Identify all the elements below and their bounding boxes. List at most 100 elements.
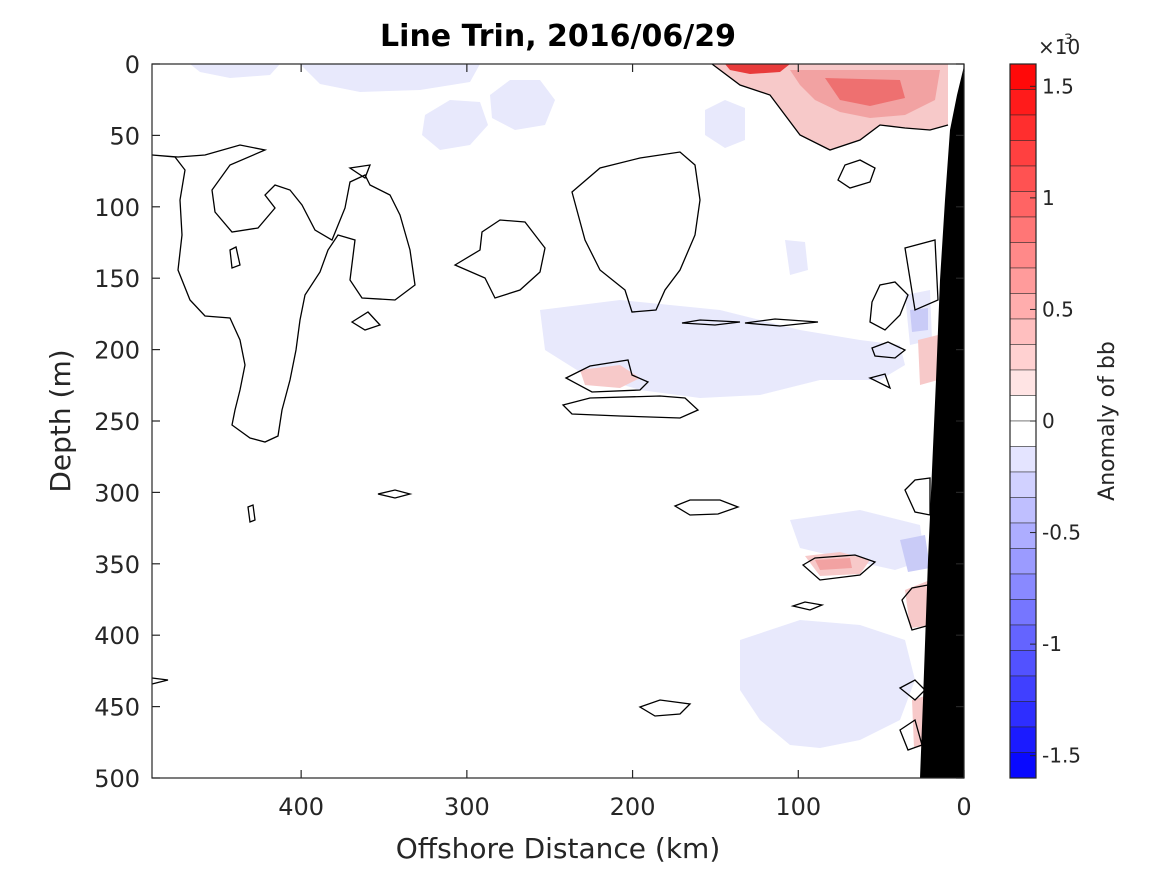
y-tick-label: 300 <box>94 479 140 507</box>
surface-positive-anomaly-peak <box>825 78 905 106</box>
y-tick-label: 50 <box>109 122 140 150</box>
colorbar-level <box>1009 446 1037 473</box>
negative-anomaly-8 <box>740 620 915 748</box>
colorbar-level <box>1009 497 1037 524</box>
y-tick-label: 400 <box>94 622 140 650</box>
surface-negative-anomaly-1 <box>190 64 280 78</box>
colorbar-level <box>1009 140 1037 167</box>
x-tick-label: 0 <box>956 793 971 821</box>
x-tick-label: 100 <box>775 793 821 821</box>
colorbar-tick-label: -0.5 <box>1042 521 1081 545</box>
colorbar-level <box>1009 573 1037 600</box>
negative-anomaly-12 <box>910 308 928 332</box>
colorbar: 1.5 1 0.5 0 -0.5 -1 -1.5 <box>1009 63 1081 779</box>
negative-anomaly-6 <box>705 100 745 148</box>
contour-deep-5 <box>673 499 740 516</box>
colorbar-level <box>1009 471 1037 498</box>
y-tick-label: 450 <box>94 694 140 722</box>
colorbar-level <box>1009 318 1037 345</box>
contour-deep-1 <box>564 359 650 393</box>
colorbar-tick-label: -1.5 <box>1042 744 1081 768</box>
contour-near-4 <box>904 477 931 516</box>
negative-anomaly-9 <box>790 510 925 570</box>
contour-offshore-2 <box>348 164 372 179</box>
colorbar-level <box>1009 701 1037 728</box>
contour-surface-2 <box>837 159 876 189</box>
colorbar-tick-label: 1.5 <box>1042 74 1074 98</box>
bathymetry-mask <box>920 66 964 778</box>
contour-deep-2 <box>561 395 700 419</box>
colorbar-label: Anomaly of bb <box>1095 341 1120 501</box>
y-tick-label: 0 <box>125 51 140 79</box>
colorbar-tick-label: -1 <box>1042 632 1062 656</box>
colorbar-level <box>1009 344 1037 371</box>
contour-near-2 <box>871 341 907 359</box>
positive-anomaly-deep-4 <box>918 335 938 385</box>
contour-offshore-3 <box>229 246 241 269</box>
colorbar-level <box>1009 548 1037 575</box>
y-tick-label: 500 <box>94 765 140 793</box>
y-tick-label: 200 <box>94 337 140 365</box>
colorbar-level <box>1009 624 1037 651</box>
positive-anomaly-deep-1 <box>580 365 640 388</box>
contour-surface <box>711 63 949 151</box>
contour-near-1 <box>869 281 909 331</box>
colorbar-level <box>1009 726 1037 753</box>
colorbar-level <box>1009 420 1037 447</box>
colorbar-tick-label: 1 <box>1042 186 1055 210</box>
zero-contours <box>151 63 949 751</box>
colorbar-exponent-base: ×10 <box>1038 35 1080 59</box>
contour-near-3 <box>868 373 892 390</box>
colorbar-level <box>1009 114 1037 141</box>
colorbar-level <box>1009 522 1037 549</box>
y-axis: 0 50 100 150 200 250 300 350 400 450 500 <box>94 51 964 793</box>
y-axis-label: Depth (m) <box>44 349 77 492</box>
chart-title: Line Trin, 2016/06/29 <box>380 19 736 54</box>
colorbar-tick-label: 0 <box>1042 409 1055 433</box>
contour-blob-3 <box>744 318 819 327</box>
negative-anomaly-4 <box>422 100 488 150</box>
colorbar-tick-label: 0.5 <box>1042 297 1074 321</box>
contour-deep-8 <box>638 699 692 717</box>
colorbar-level <box>1009 395 1037 422</box>
colorbar-level <box>1009 599 1037 626</box>
y-tick-label: 150 <box>94 265 140 293</box>
colorbar-level <box>1009 89 1037 116</box>
colorbar-level <box>1009 63 1037 90</box>
contour-deep-6 <box>801 554 877 581</box>
x-axis: 400 300 200 100 0 <box>278 64 972 821</box>
x-tick-label: 300 <box>444 793 490 821</box>
colorbar-level <box>1009 752 1037 779</box>
colorbar-level <box>1009 165 1037 192</box>
contour-blob-2 <box>681 319 741 326</box>
plot-area <box>151 63 965 779</box>
colorbar-level <box>1009 242 1037 269</box>
negative-anomaly-10 <box>900 535 930 572</box>
negative-anomaly-13 <box>785 240 808 275</box>
colorbar-level <box>1009 369 1037 396</box>
colorbar-level <box>1009 191 1037 218</box>
contour-deep-3 <box>377 489 413 499</box>
contour-deep-4 <box>247 504 256 523</box>
contour-mid-2 <box>571 151 701 313</box>
surface-negative-anomaly-3 <box>300 64 480 92</box>
contour-edge-1 <box>151 677 169 685</box>
x-axis-label: Offshore Distance (km) <box>396 832 721 865</box>
surface-positive-anomaly-hotspot <box>725 64 790 74</box>
colorbar-level <box>1009 267 1037 294</box>
contour-near-8 <box>904 239 939 311</box>
contour-mid-1 <box>453 219 546 299</box>
contour-blob-1 <box>350 311 382 331</box>
colorbar-exponent: ×10 -3 <box>1038 32 1080 59</box>
colorbar-exponent-power: -3 <box>1059 32 1073 48</box>
positive-anomaly-deep-2-core <box>815 558 852 570</box>
y-tick-label: 250 <box>94 408 140 436</box>
contour-deep-7 <box>790 601 825 611</box>
colorbar-level <box>1009 216 1037 243</box>
colorbar-level <box>1009 293 1037 320</box>
contour-offshore-1 <box>151 144 416 443</box>
y-tick-label: 350 <box>94 551 140 579</box>
colorbar-level <box>1009 650 1037 677</box>
x-tick-label: 400 <box>278 793 324 821</box>
